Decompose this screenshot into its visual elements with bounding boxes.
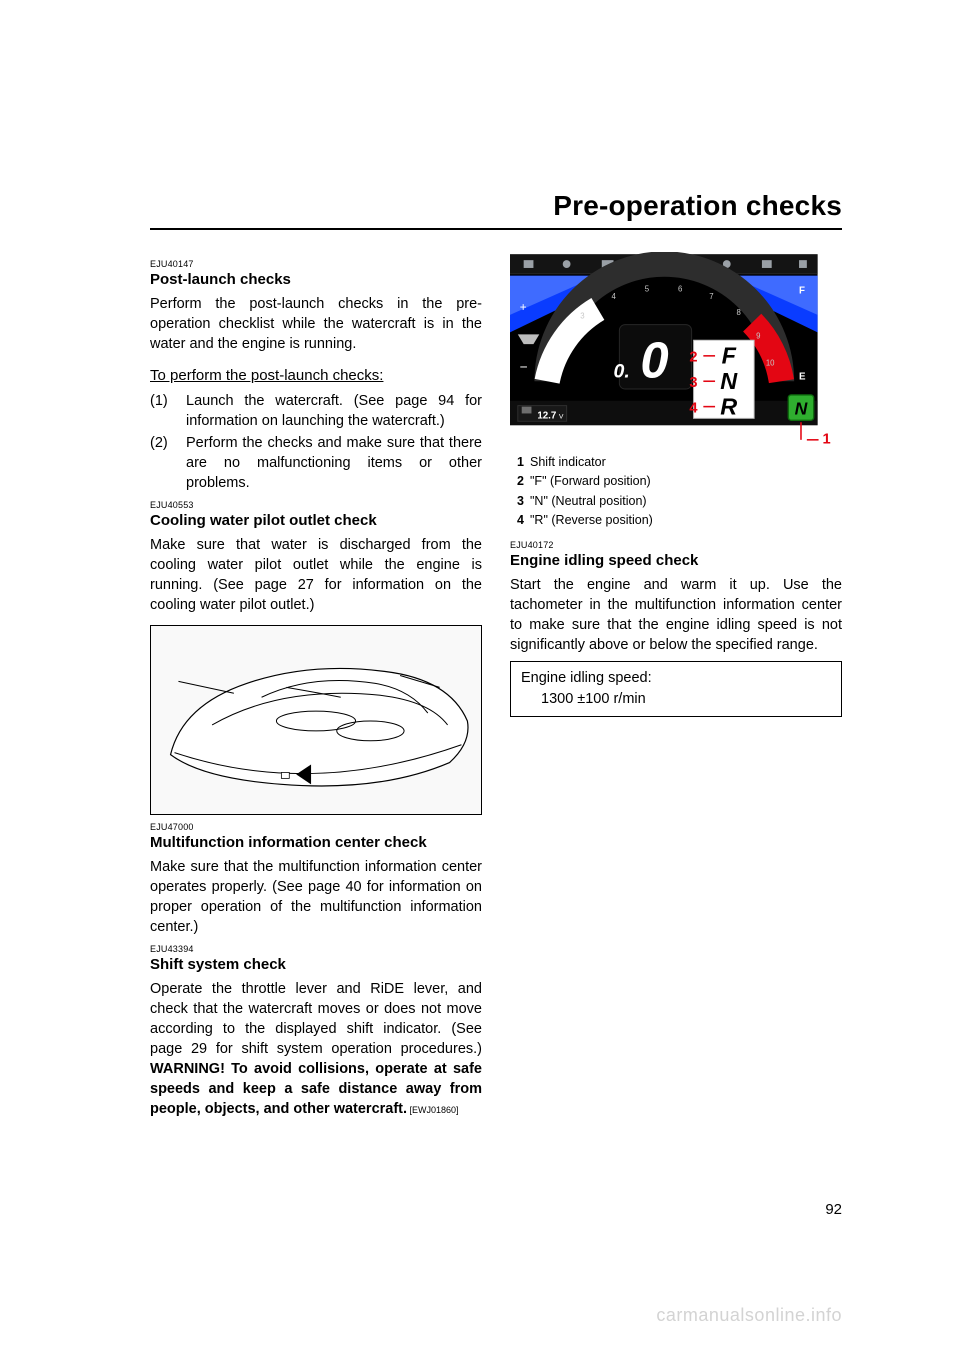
svg-text:12.7: 12.7 bbox=[537, 410, 556, 421]
warning-ref: [EWJ01860] bbox=[407, 1105, 459, 1115]
watercraft-illustration bbox=[151, 626, 481, 814]
page-title: Pre-operation checks bbox=[150, 190, 842, 222]
ref-code: EJU47000 bbox=[150, 821, 482, 833]
paragraph: Start the engine and warm it up. Use the… bbox=[510, 575, 842, 655]
svg-text:V: V bbox=[559, 413, 564, 420]
list-text: Perform the checks and make sure that th… bbox=[186, 433, 482, 493]
legend-num: 2 bbox=[510, 472, 524, 491]
left-column: EJU40147 Post-launch checks Perform the … bbox=[150, 252, 482, 1125]
spec-value: 1300 ±100 r/min bbox=[521, 689, 831, 710]
svg-text:1: 1 bbox=[822, 432, 830, 447]
dashboard-svg: 3 4 5 6 7 8 9 10 0 0. F E bbox=[510, 252, 842, 447]
paragraph: Make sure that the multifunction informa… bbox=[150, 857, 482, 937]
paragraph-text: Operate the throttle lever and RiDE leve… bbox=[150, 981, 482, 1057]
watermark: carmanualsonline.info bbox=[656, 1305, 842, 1326]
svg-text:3: 3 bbox=[689, 375, 697, 391]
list-number: (2) bbox=[150, 433, 176, 493]
section-heading: Post-launch checks bbox=[150, 270, 482, 291]
figure-legend: 1 Shift indicator 2 "F" (Forward positio… bbox=[510, 453, 842, 531]
svg-text:N: N bbox=[720, 368, 738, 394]
svg-text:N: N bbox=[795, 398, 808, 418]
svg-text:−: − bbox=[520, 359, 528, 374]
legend-text: "F" (Forward position) bbox=[530, 472, 651, 491]
svg-text:3: 3 bbox=[580, 312, 584, 321]
list-number: (1) bbox=[150, 391, 176, 431]
section-heading: Cooling water pilot outlet check bbox=[150, 511, 482, 532]
paragraph: Make sure that water is discharged from … bbox=[150, 535, 482, 615]
spec-box: Engine idling speed: 1300 ±100 r/min bbox=[510, 661, 842, 717]
svg-text:E: E bbox=[799, 371, 806, 382]
watercraft-figure bbox=[150, 625, 482, 815]
list-text: Launch the watercraft. (See page 94 for … bbox=[186, 391, 482, 431]
legend-num: 1 bbox=[510, 453, 524, 472]
svg-text:2: 2 bbox=[689, 350, 697, 366]
content-columns: EJU40147 Post-launch checks Perform the … bbox=[150, 252, 842, 1125]
header-rule bbox=[150, 228, 842, 230]
svg-text:7: 7 bbox=[709, 292, 713, 301]
ref-code: EJU40172 bbox=[510, 539, 842, 551]
svg-text:6: 6 bbox=[678, 284, 682, 293]
svg-text:4: 4 bbox=[612, 292, 617, 301]
procedure-title: To perform the post-launch checks: bbox=[150, 366, 383, 387]
legend-text: Shift indicator bbox=[530, 453, 606, 472]
svg-text:F: F bbox=[799, 285, 805, 296]
legend-text: "R" (Reverse position) bbox=[530, 511, 653, 530]
paragraph: Operate the throttle lever and RiDE leve… bbox=[150, 979, 482, 1119]
spec-label: Engine idling speed: bbox=[521, 668, 831, 689]
legend-row: 2 "F" (Forward position) bbox=[510, 472, 842, 491]
svg-text:0.: 0. bbox=[614, 360, 630, 382]
svg-text:5: 5 bbox=[645, 284, 650, 293]
legend-num: 3 bbox=[510, 492, 524, 511]
dashboard-figure: 3 4 5 6 7 8 9 10 0 0. F E bbox=[510, 252, 842, 447]
legend-row: 3 "N" (Neutral position) bbox=[510, 492, 842, 511]
ref-code: EJU40553 bbox=[150, 499, 482, 511]
right-column: 3 4 5 6 7 8 9 10 0 0. F E bbox=[510, 252, 842, 1125]
paragraph: Perform the post-launch checks in the pr… bbox=[150, 294, 482, 354]
legend-row: 1 Shift indicator bbox=[510, 453, 842, 472]
ref-code: EJU43394 bbox=[150, 943, 482, 955]
legend-text: "N" (Neutral position) bbox=[530, 492, 647, 511]
legend-row: 4 "R" (Reverse position) bbox=[510, 511, 842, 530]
svg-text:+: + bbox=[520, 301, 527, 314]
svg-text:10: 10 bbox=[766, 359, 775, 368]
numbered-list: (1) Launch the watercraft. (See page 94 … bbox=[150, 391, 482, 493]
page: Pre-operation checks EJU40147 Post-launc… bbox=[0, 0, 960, 1358]
svg-text:4: 4 bbox=[689, 400, 698, 416]
page-number: 92 bbox=[825, 1201, 842, 1218]
svg-text:F: F bbox=[722, 343, 737, 369]
ref-code: EJU40147 bbox=[150, 258, 482, 270]
svg-text:0: 0 bbox=[640, 331, 668, 388]
svg-text:R: R bbox=[720, 393, 737, 419]
svg-text:9: 9 bbox=[756, 331, 760, 340]
section-heading: Multifunction information center check bbox=[150, 833, 482, 854]
list-item: (2) Perform the checks and make sure tha… bbox=[150, 433, 482, 493]
svg-text:8: 8 bbox=[737, 308, 741, 317]
section-heading: Engine idling speed check bbox=[510, 551, 842, 572]
list-item: (1) Launch the watercraft. (See page 94 … bbox=[150, 391, 482, 431]
legend-num: 4 bbox=[510, 511, 524, 530]
section-heading: Shift system check bbox=[150, 955, 482, 976]
